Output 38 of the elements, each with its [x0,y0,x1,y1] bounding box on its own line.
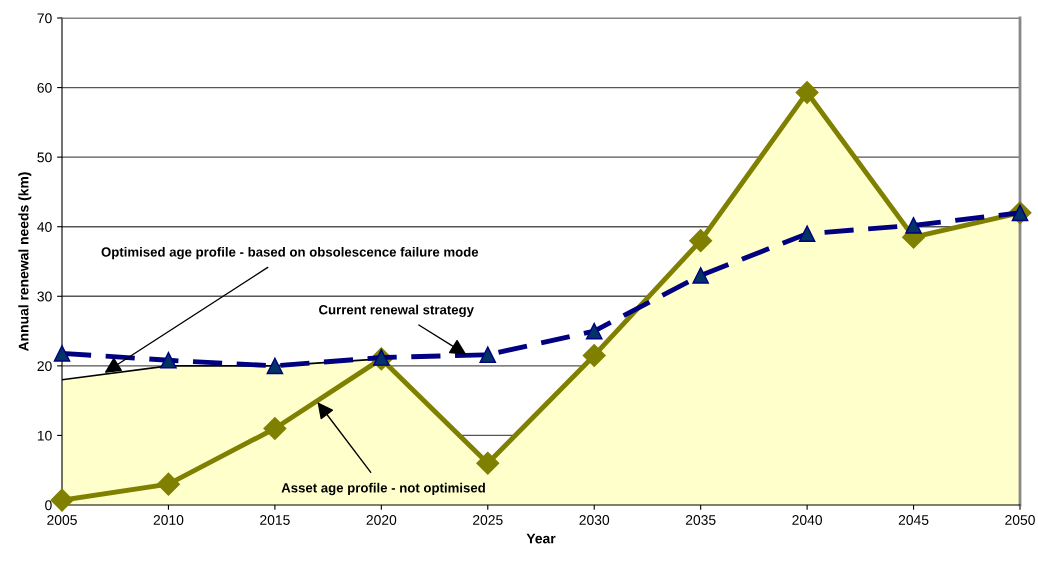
point [798,225,816,243]
point [795,80,819,104]
point [156,472,180,496]
x-tick-label: 2015 [260,515,290,525]
point [689,229,713,253]
point [479,346,497,364]
point [905,216,922,234]
y-tick-label: 60 [37,82,52,93]
x-tick-label: 2030 [579,515,610,525]
y-tick-label: 30 [37,291,52,302]
y-tick-label: 40 [37,222,52,232]
point [263,416,287,440]
y-tick-label: 10 [37,430,52,441]
y-tick-label: 70 [37,13,52,24]
x-tick-label: 2045 [898,515,929,525]
y-tick-label: 20 [37,361,52,372]
x-tick-label: 2025 [473,515,503,525]
x-tick-label: 2050 [1005,515,1035,525]
x-tick-label: 2020 [366,515,397,525]
point [692,267,710,284]
annotation: Current renewal strategy [319,304,474,318]
point [53,345,71,362]
point [582,343,606,367]
x-tick-label: 2010 [153,515,184,525]
point [50,488,74,512]
y-axis-title: Annual renewal needs (km) [18,172,32,352]
x-tick-label: 2035 [685,515,716,525]
annotation: Optimised age profile - based on obsolescence failure mode [101,246,479,260]
point [476,451,500,475]
y-tick-label: 0 [45,500,52,511]
x-axis-title: Year [526,533,556,544]
point [266,357,284,375]
point [585,322,603,340]
x-tick-label: 2040 [792,515,823,525]
y-tick-label: 50 [37,152,52,163]
point [160,351,177,369]
annotation: Asset age profile - not optimised [281,482,485,496]
x-tick-label: 2005 [47,515,77,525]
